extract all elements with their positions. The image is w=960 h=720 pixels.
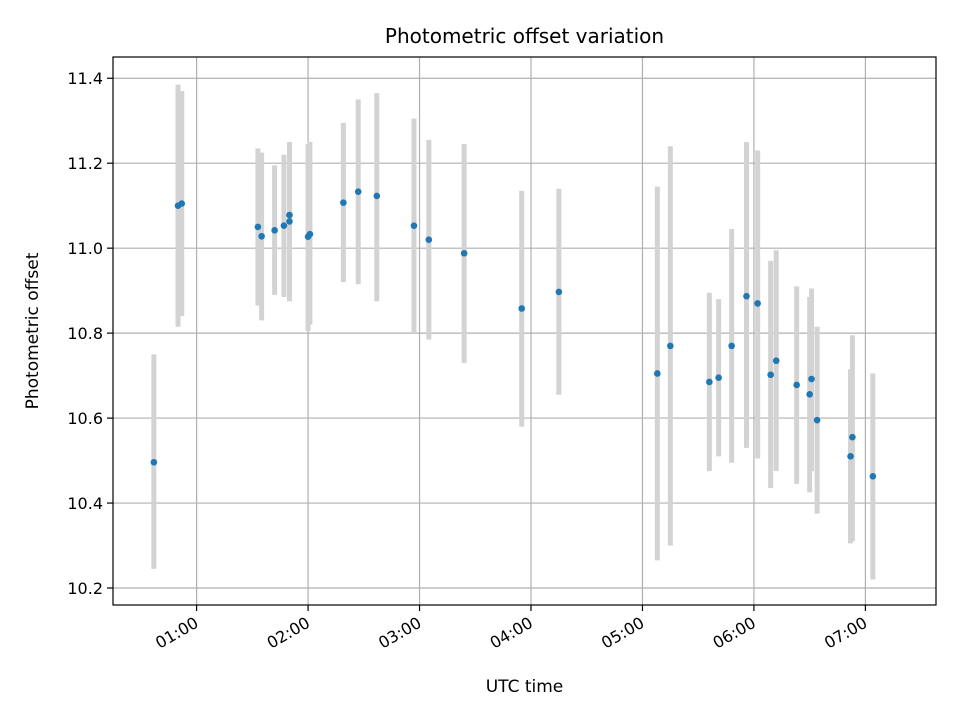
y-tick-label: 10.4 <box>67 494 103 513</box>
data-point <box>258 232 265 240</box>
data-point <box>754 300 761 307</box>
y-tick-label: 10.8 <box>67 324 103 343</box>
data-point <box>793 381 800 389</box>
y-axis-label: Photometric offset <box>23 252 43 409</box>
data-point <box>354 188 362 195</box>
data-points <box>150 188 877 480</box>
data-point <box>150 458 158 466</box>
data-point <box>306 230 314 238</box>
data-point <box>715 374 722 382</box>
data-point <box>340 199 347 207</box>
y-axis-ticks: 10.2 10.4 10.6 10.8 11.0 11.2 11.4 <box>67 69 113 598</box>
data-point <box>767 371 774 379</box>
chart-title: Photometric offset variation <box>385 24 664 48</box>
data-point <box>728 342 735 350</box>
data-point <box>286 211 293 219</box>
y-tick-label: 11.2 <box>67 154 103 173</box>
data-point <box>806 390 813 398</box>
y-tick-label: 11.4 <box>67 69 103 88</box>
data-point <box>518 305 526 312</box>
data-point <box>254 223 262 231</box>
data-point <box>654 370 661 377</box>
data-point <box>706 378 713 386</box>
data-point <box>271 227 278 234</box>
y-tick-label: 10.6 <box>67 409 103 428</box>
data-point <box>849 433 856 441</box>
data-point <box>813 416 821 424</box>
data-point <box>410 222 418 229</box>
data-point <box>373 192 381 200</box>
data-point <box>460 249 468 257</box>
y-tick-label: 11.0 <box>67 239 103 258</box>
y-tick-label: 10.2 <box>67 579 103 598</box>
data-point <box>280 222 288 229</box>
data-point <box>425 236 433 243</box>
plot-frame <box>112 56 937 606</box>
data-point <box>869 472 877 480</box>
data-point <box>743 292 750 300</box>
data-point <box>286 218 293 225</box>
data-point <box>772 357 780 365</box>
data-point <box>555 288 563 296</box>
x-axis-label: UTC time <box>486 677 564 697</box>
data-point <box>847 453 854 460</box>
data-point <box>178 200 186 207</box>
data-point <box>667 342 674 350</box>
data-point <box>808 375 815 383</box>
